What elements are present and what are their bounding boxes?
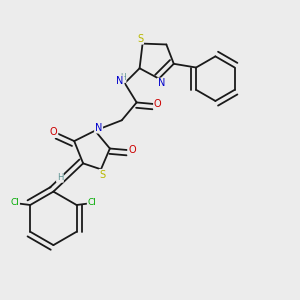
Text: N: N xyxy=(95,123,102,133)
Text: O: O xyxy=(50,127,58,137)
Text: S: S xyxy=(99,170,106,180)
Text: O: O xyxy=(128,145,136,155)
Text: Cl: Cl xyxy=(88,198,97,207)
Text: S: S xyxy=(137,34,143,44)
Text: N: N xyxy=(116,76,124,86)
Text: N: N xyxy=(158,78,165,88)
Text: O: O xyxy=(154,99,161,109)
Text: H: H xyxy=(57,173,63,182)
Text: H: H xyxy=(120,73,126,82)
Text: Cl: Cl xyxy=(10,198,19,207)
